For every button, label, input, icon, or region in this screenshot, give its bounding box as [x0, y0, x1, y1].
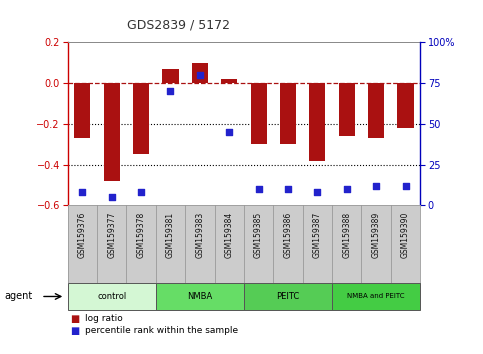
Point — [226, 129, 233, 135]
Point — [137, 189, 145, 195]
Point — [108, 194, 115, 200]
Text: NMBA and PEITC: NMBA and PEITC — [347, 293, 405, 299]
Bar — [104, 83, 120, 181]
Point — [284, 186, 292, 192]
Text: GSM159389: GSM159389 — [371, 212, 381, 258]
Text: ■: ■ — [70, 326, 79, 336]
Bar — [332, 283, 420, 310]
Bar — [221, 79, 237, 83]
Text: GSM159388: GSM159388 — [342, 212, 351, 258]
Text: GSM159376: GSM159376 — [78, 212, 87, 258]
Point — [196, 72, 204, 78]
Text: GSM159381: GSM159381 — [166, 212, 175, 258]
Bar — [339, 83, 355, 136]
Text: GSM159383: GSM159383 — [195, 212, 204, 258]
Text: GSM159386: GSM159386 — [284, 212, 293, 258]
Text: GSM159377: GSM159377 — [107, 212, 116, 258]
Bar — [74, 83, 90, 138]
Bar — [244, 283, 332, 310]
Point — [402, 183, 410, 189]
Point — [372, 183, 380, 189]
Text: agent: agent — [5, 291, 33, 302]
Bar — [251, 83, 267, 144]
Bar — [309, 83, 326, 161]
Point — [313, 189, 321, 195]
Text: GSM159378: GSM159378 — [137, 212, 145, 258]
Bar — [68, 283, 156, 310]
Text: log ratio: log ratio — [85, 314, 122, 324]
Text: control: control — [97, 292, 127, 301]
Bar — [192, 63, 208, 83]
Bar — [156, 283, 244, 310]
Text: GSM159387: GSM159387 — [313, 212, 322, 258]
Bar — [162, 69, 179, 83]
Text: GSM159390: GSM159390 — [401, 212, 410, 258]
Text: ■: ■ — [70, 314, 79, 324]
Bar — [398, 83, 413, 128]
Text: GSM159384: GSM159384 — [225, 212, 234, 258]
Point — [343, 186, 351, 192]
Bar — [368, 83, 384, 138]
Text: GDS2839 / 5172: GDS2839 / 5172 — [127, 19, 230, 32]
Bar — [280, 83, 296, 144]
Point — [255, 186, 262, 192]
Point — [167, 88, 174, 94]
Text: PEITC: PEITC — [276, 292, 299, 301]
Text: NMBA: NMBA — [187, 292, 213, 301]
Point — [78, 189, 86, 195]
Text: percentile rank within the sample: percentile rank within the sample — [85, 326, 238, 336]
Text: GSM159385: GSM159385 — [254, 212, 263, 258]
Bar — [133, 83, 149, 154]
